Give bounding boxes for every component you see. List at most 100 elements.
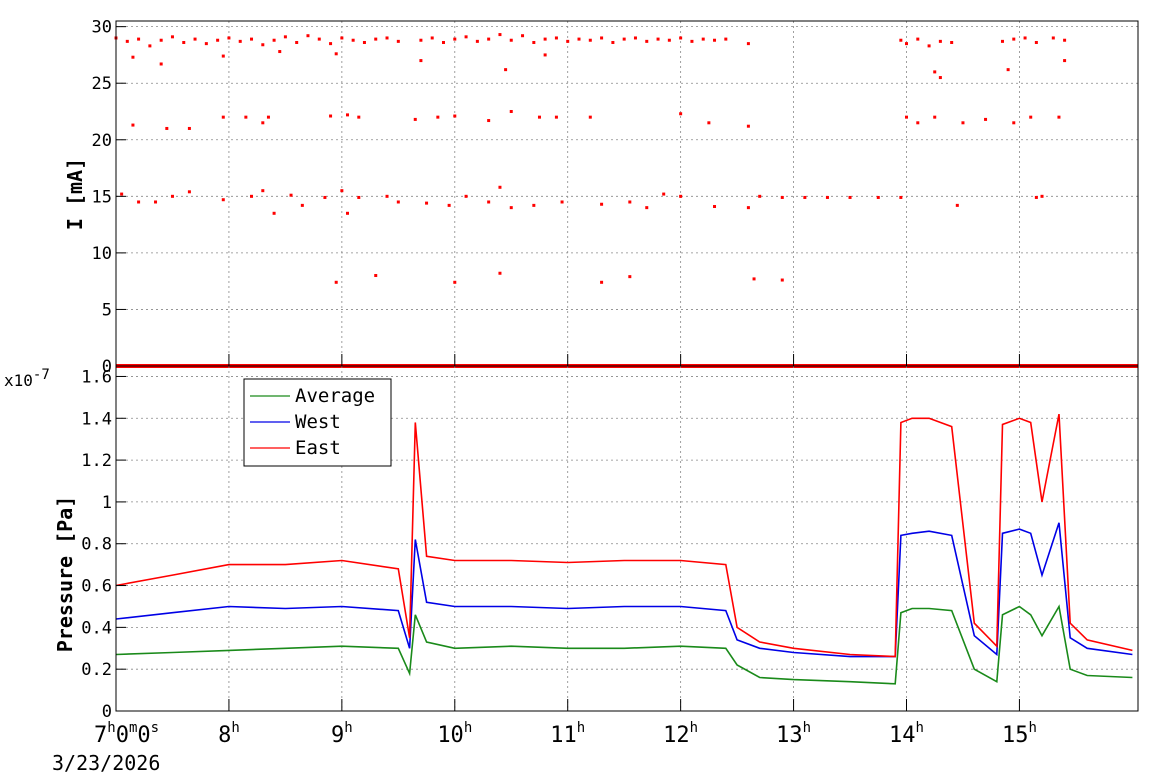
current-point — [374, 37, 378, 41]
current-point — [334, 280, 338, 284]
current-point — [340, 36, 344, 40]
current-point — [346, 211, 350, 215]
current-point — [679, 36, 683, 40]
time-x-tick-label: 7h0m0s — [94, 720, 159, 748]
current-point — [758, 194, 762, 198]
current-point — [362, 40, 366, 44]
current-point — [1012, 121, 1016, 125]
pressure-y-ticks: 0 0.2 0.4 0.6 0.8 1 1.2 1.4 1.6 — [81, 367, 126, 722]
current-point — [1034, 195, 1038, 199]
current-point — [266, 115, 270, 119]
current-point — [933, 70, 937, 74]
pressure-y-tick-label: 0.2 — [81, 660, 112, 680]
current-point — [346, 113, 350, 117]
current-point — [227, 36, 231, 40]
current-point — [933, 115, 937, 119]
current-point — [1023, 36, 1027, 40]
current-point — [120, 192, 124, 196]
current-point — [1029, 115, 1033, 119]
current-point — [498, 271, 502, 275]
current-point — [961, 121, 965, 125]
current-point — [396, 200, 400, 204]
current-grid — [116, 21, 1138, 366]
current-point — [464, 194, 468, 198]
current-point — [137, 37, 141, 41]
pressure-y-tick-label: 1.6 — [81, 367, 112, 387]
current-point — [137, 200, 141, 204]
current-point — [622, 37, 626, 41]
current-point — [250, 194, 254, 198]
current-point — [487, 37, 491, 41]
current-point — [899, 38, 903, 42]
current-point — [357, 195, 361, 199]
current-point — [159, 38, 163, 42]
pressure-lines — [115, 413, 1133, 685]
current-point — [1012, 37, 1016, 41]
current-point — [662, 192, 666, 196]
current-point — [543, 37, 547, 41]
current-point — [221, 115, 225, 119]
current-point — [272, 38, 276, 42]
current-point — [385, 36, 389, 40]
current-point — [413, 117, 417, 121]
current-point — [577, 37, 581, 41]
current-point — [300, 203, 304, 207]
current-point — [509, 109, 513, 113]
current-point — [904, 42, 908, 46]
current-point — [464, 35, 468, 39]
current-point — [170, 35, 174, 39]
current-y-tick-label: 5 — [102, 300, 112, 320]
time-x-tick-label: 12h — [663, 720, 698, 748]
current-point — [950, 40, 954, 44]
pressure-y-tick-label: 0.4 — [81, 618, 112, 638]
current-point — [1051, 36, 1055, 40]
current-point — [272, 211, 276, 215]
current-point — [628, 200, 632, 204]
legend-label-west: West — [295, 411, 341, 433]
time-x-tick-label: 15h — [1002, 720, 1037, 748]
current-point — [1063, 59, 1067, 63]
current-point — [498, 33, 502, 37]
current-point — [289, 193, 293, 197]
current-point — [283, 35, 287, 39]
current-point — [679, 112, 683, 116]
current-point — [131, 123, 135, 127]
legend: Average West East — [243, 378, 392, 467]
current-point — [588, 38, 592, 42]
time-x-tick-label: 14h — [889, 720, 924, 748]
current-point — [566, 39, 570, 43]
current-point — [701, 37, 705, 41]
current-point — [317, 37, 321, 41]
current-point — [419, 38, 423, 42]
pressure-exponent-label: x10-7 — [4, 367, 50, 390]
current-point — [374, 274, 378, 278]
exponent-base: x10 — [4, 371, 33, 390]
pressure-y-tick-label: 0.8 — [81, 535, 112, 555]
current-point — [334, 52, 338, 56]
time-x-tick-label: 9h — [331, 720, 353, 748]
current-point — [752, 277, 756, 281]
current-point — [554, 36, 558, 40]
pressure-panel: 0 0.2 0.4 0.6 0.8 1 1.2 1.4 1.6 Pressure [Pa] x1… — [4, 365, 1139, 722]
current-point — [532, 203, 536, 207]
current-point — [306, 34, 310, 38]
current-point — [713, 38, 717, 42]
pressure-line-west — [115, 522, 1133, 658]
current-point — [904, 115, 908, 119]
current-point — [1057, 115, 1061, 119]
current-point — [803, 195, 807, 199]
current-point — [713, 205, 717, 209]
current-y-tick-label: 15 — [92, 187, 112, 207]
current-point — [848, 195, 852, 199]
current-point — [351, 38, 355, 42]
pressure-line-east — [115, 413, 1133, 658]
current-point — [221, 54, 225, 58]
current-point — [1063, 38, 1067, 42]
current-point — [600, 280, 604, 284]
current-y-tick-label: 0 — [102, 357, 112, 377]
current-point — [221, 198, 225, 202]
pressure-y-tick-label: 0 — [102, 702, 112, 722]
current-point — [927, 44, 931, 48]
current-point — [453, 114, 457, 118]
